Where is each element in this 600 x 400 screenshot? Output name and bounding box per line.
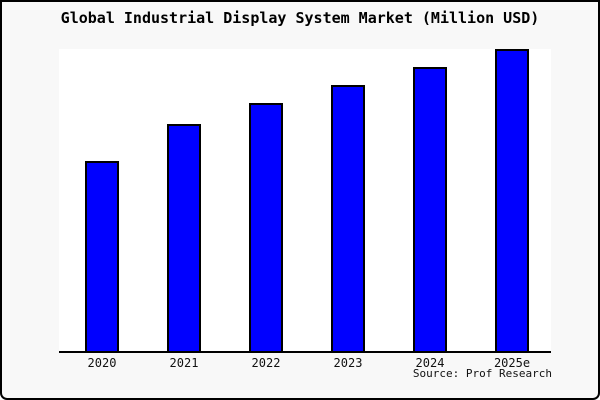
chart-title: Global Industrial Display System Market … (60, 9, 540, 27)
x-tick-label-2025e: 2025e (493, 356, 531, 370)
x-tick-label-2022: 2022 (251, 356, 281, 370)
x-tick-label-2021: 2021 (169, 356, 199, 370)
bar-2024 (413, 67, 447, 351)
x-tick-label-2023: 2023 (333, 356, 363, 370)
x-tick-label-2024: 2024 (415, 356, 445, 370)
plot-area (59, 49, 551, 353)
bar-2025e (495, 49, 529, 351)
bar-2023 (331, 85, 365, 351)
x-tick-label-2020: 2020 (87, 356, 117, 370)
bar-2020 (85, 161, 119, 351)
bar-2022 (249, 103, 283, 351)
bar-2021 (167, 124, 201, 351)
source-text: Source: Prof Research (412, 367, 552, 380)
